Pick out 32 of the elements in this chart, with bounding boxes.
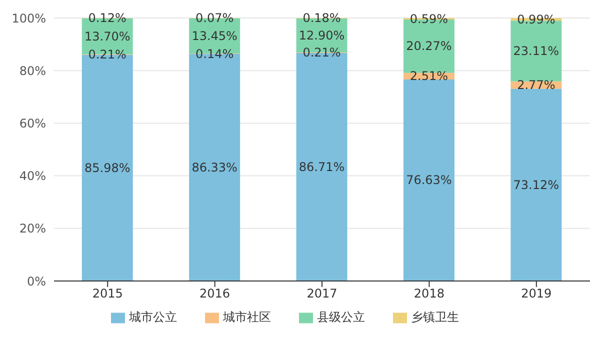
legend-label: 乡镇卫生 bbox=[411, 310, 459, 324]
y-tick-label: 0% bbox=[26, 274, 46, 288]
x-tick-label: 2015 bbox=[92, 286, 123, 301]
data-label: 0.07% bbox=[196, 11, 234, 26]
data-label: 73.12% bbox=[513, 178, 560, 192]
x-tick-label: 2019 bbox=[521, 286, 552, 301]
data-label: 13.45% bbox=[192, 28, 238, 43]
x-tick-label: 2018 bbox=[414, 286, 444, 301]
data-label: 20.27% bbox=[406, 39, 452, 54]
y-tick-label: 60% bbox=[19, 116, 46, 130]
y-tick-label: 100% bbox=[12, 11, 46, 26]
data-label: 23.11% bbox=[513, 44, 560, 58]
data-label: 86.71% bbox=[298, 160, 345, 174]
x-tick-label: 2017 bbox=[306, 286, 338, 301]
data-label: 0.12% bbox=[88, 11, 126, 26]
bar bbox=[510, 88, 562, 281]
legend-label: 城市公立 bbox=[129, 310, 177, 324]
data-label: 0.18% bbox=[302, 11, 341, 26]
data-label: 12.90% bbox=[298, 28, 345, 42]
y-tick-label: 40% bbox=[19, 169, 46, 184]
data-label: 2.77% bbox=[517, 78, 556, 92]
data-label: 2.51% bbox=[410, 69, 448, 84]
x-tick-label: 2016 bbox=[200, 286, 230, 301]
data-label: 85.98% bbox=[84, 160, 130, 175]
data-label: 13.70% bbox=[84, 29, 130, 44]
data-label: 86.33% bbox=[192, 160, 238, 174]
legend-label: 县级公立 bbox=[317, 310, 365, 324]
y-tick-label: 80% bbox=[19, 64, 46, 78]
data-label: 76.63% bbox=[406, 173, 452, 188]
legend-label: 城市社区 bbox=[223, 310, 271, 324]
bar bbox=[403, 79, 454, 281]
y-tick-label: 20% bbox=[19, 222, 46, 236]
